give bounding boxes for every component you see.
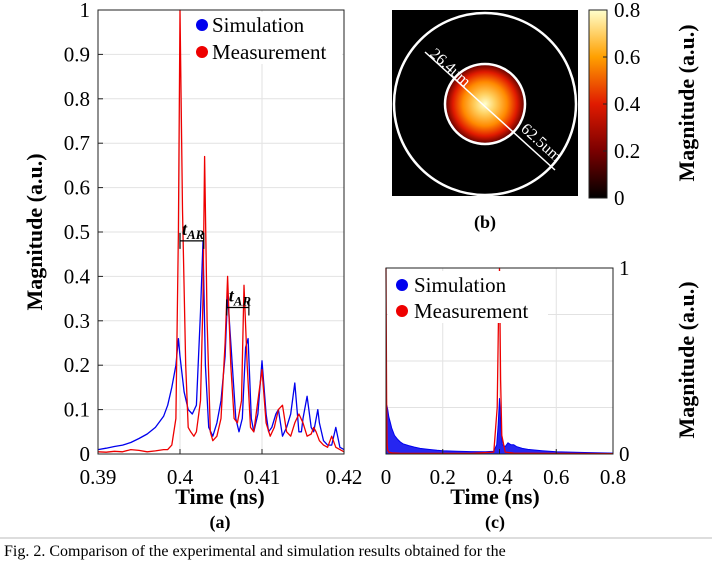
colorbar-label: Magnitude (a.u.) (674, 24, 699, 181)
y-tick-label: 0.4 (64, 264, 91, 288)
colorbar-tick-label: 0.6 (614, 45, 640, 69)
y-tick-label: 0 (80, 442, 91, 466)
legend-c-marker-measurement (396, 305, 408, 317)
y-tick-label: 0.1 (64, 398, 90, 422)
x-tick-label: 0.8 (600, 465, 626, 489)
panel-a-grid (98, 10, 344, 454)
panel-a-ticks: 0.39 0.4 0.41 0.42 0 0.1 0.2 0.3 0.4 0.5 0.6 0.7 0.8… (64, 0, 363, 489)
panel-a-chart: 0.39 0.4 0.41 0.42 0 0.1 0.2 0.3 0.4 0.5 0.6 0.7 0.8… (22, 0, 362, 533)
figure-caption: Fig. 2. Comparison of the experimental a… (4, 543, 506, 560)
series-simulation-line (97, 240, 345, 451)
y-tick-label: 0.3 (64, 309, 90, 333)
panel-b-inner-circle (443, 62, 527, 146)
colorbar-tick-label: 0.8 (614, 0, 640, 22)
tar-annotation-label: tAR (182, 219, 205, 242)
x-tick-label: 0.4 (167, 465, 194, 489)
x-tick-label: 0.41 (244, 465, 281, 489)
legend-marker-measurement (196, 46, 208, 58)
y-tick-label: 1 (619, 256, 630, 280)
x-tick-label: 0.42 (326, 465, 363, 489)
x-tick-label: 0.6 (543, 465, 569, 489)
tar-annotation-label: tAR (229, 285, 252, 308)
panel-c-legend: Simulation Measurement (388, 271, 548, 323)
y-tick-label: 0.2 (64, 353, 90, 377)
panel-a-legend-box (190, 12, 342, 64)
y-tick-label: 0.8 (64, 87, 90, 111)
colorbar-tick-label: 0.2 (614, 139, 640, 163)
x-tick-label: 0.2 (430, 465, 456, 489)
y-tick-label: 0.5 (64, 220, 90, 244)
panel-c-x-axis-label: Time (ns) (450, 484, 539, 509)
panel-a-lines (97, 9, 345, 453)
x-tick-label: 0 (381, 465, 392, 489)
colorbar-tick-label: 0 (614, 186, 625, 210)
panel-b-diameter-line (424, 51, 556, 171)
colorbar-tick-label: 0.4 (614, 92, 641, 116)
series-measurement-line (97, 9, 345, 453)
panel-c-lines (385, 267, 614, 455)
y-tick-label: 0.6 (64, 176, 90, 200)
y-tick-label: 0.7 (64, 131, 90, 155)
legend-label-measurement: Measurement (212, 40, 326, 64)
y-tick-label: 0.9 (64, 42, 90, 66)
panel-c-label: (c) (485, 512, 505, 533)
legend-c-marker-simulation (396, 279, 408, 291)
legend-c-label-measurement: Measurement (414, 299, 528, 323)
panel-c-ticks: 0 0.2 0.4 0.6 0.801 (381, 256, 630, 489)
panel-c-legend-box (388, 271, 548, 323)
x-tick-label: 0.4 (486, 465, 513, 489)
panel-b-outer-circle (392, 11, 578, 197)
panel-a-annotations: tAR tAR (179, 219, 252, 316)
panel-c-chart: 0 0.2 0.4 0.6 0.801 Simulation Measurement T… (381, 256, 699, 533)
panel-b-heatmap: 26.4um 62.5um 00.20.40.60.8 Magnitude (a… (392, 0, 699, 233)
y-tick-label: 1 (80, 0, 91, 22)
legend-c-label-simulation: Simulation (414, 273, 507, 297)
y-tick-label: 0 (619, 442, 630, 466)
series-measurement-line (385, 267, 614, 455)
colorbar-ticks: 0 0.2 0.4 0.6 0.8 (603, 0, 641, 210)
panel-b-label: (b) (474, 212, 496, 233)
legend-marker-simulation (196, 19, 208, 31)
panel-a-x-axis-label: Time (ns) (175, 484, 264, 509)
series-simulation-area (385, 398, 614, 455)
legend-label-simulation: Simulation (212, 13, 305, 37)
panel-c-y-axis-label: Magnitude (a.u.) (674, 281, 699, 438)
panel-a-label: (a) (210, 512, 231, 533)
x-tick-label: 0.39 (80, 465, 117, 489)
panel-a-y-axis-label: Magnitude (a.u.) (22, 153, 47, 310)
panel-a-legend: Simulation Measurement (190, 12, 342, 64)
